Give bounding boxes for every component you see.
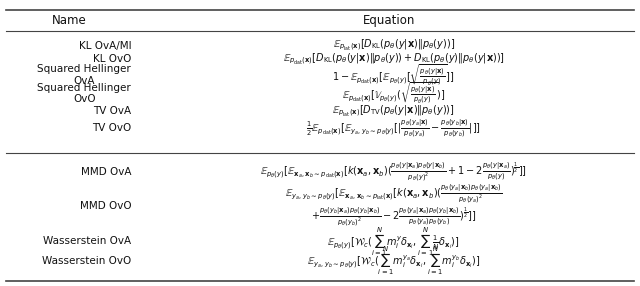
Text: Squared Hellinger
OvA: Squared Hellinger OvA [38, 64, 131, 86]
Text: Equation: Equation [363, 14, 415, 27]
Text: Name: Name [51, 14, 86, 27]
Text: $\mathbb{E}_{p_{\mathrm{lat}}(\mathbf{x})}[D_{\mathrm{KL}}(p_\theta(y|\mathbf{x}: $\mathbb{E}_{p_{\mathrm{lat}}(\mathbf{x}… [333, 38, 454, 53]
Text: $+\frac{p_\theta(y_b|\mathbf{x}_a)p_\theta(y_b|\mathbf{x}_b)}{p_\theta(y_b)^2} -: $+\frac{p_\theta(y_b|\mathbf{x}_a)p_\the… [310, 206, 477, 229]
Text: $\mathbb{E}_{p_\theta(y)}[\mathcal{W}_c(\sum_{i=1}^{N} m_i^y \delta_{\mathbf{x}_: $\mathbb{E}_{p_\theta(y)}[\mathcal{W}_c(… [327, 225, 460, 257]
Text: $\mathbb{E}_{y_a,y_b\sim p_\theta(y)}[\mathcal{W}_c(\sum_{i=1}^{N} m_i^{y_a} \de: $\mathbb{E}_{y_a,y_b\sim p_\theta(y)}[\m… [307, 245, 481, 277]
Text: KL OvA/MI: KL OvA/MI [79, 41, 131, 51]
Text: $1 - \mathbb{E}_{p_{\mathrm{dat}}(\mathbf{x})}[\mathbb{E}_{p_\theta(y)}[\sqrt{\f: $1 - \mathbb{E}_{p_{\mathrm{dat}}(\mathb… [332, 63, 455, 88]
Text: MMD OvA: MMD OvA [81, 167, 131, 177]
Text: TV OvO: TV OvO [92, 123, 131, 133]
Text: TV OvA: TV OvA [93, 106, 131, 116]
Text: $\frac{1}{2}\mathbb{E}_{p_{\mathrm{dat}}(\mathbf{x})}[\mathbb{E}_{y_a,y_b\sim p_: $\frac{1}{2}\mathbb{E}_{p_{\mathrm{dat}}… [306, 117, 481, 139]
Text: $\mathbb{E}_{p_\theta(y)}[\mathbb{E}_{\mathbf{x}_a,\mathbf{x}_b\sim p_{\mathrm{d: $\mathbb{E}_{p_\theta(y)}[\mathbb{E}_{\m… [260, 160, 527, 184]
Text: MMD OvO: MMD OvO [79, 202, 131, 211]
Text: Squared Hellinger
OvO: Squared Hellinger OvO [38, 83, 131, 104]
Text: Wasserstein OvA: Wasserstein OvA [43, 236, 131, 246]
Text: $\mathbb{E}_{p_{\mathrm{dat}}(\mathbf{x})}[\mathbb{V}_{p_\theta(y)}(\sqrt{\frac{: $\mathbb{E}_{p_{\mathrm{dat}}(\mathbf{x}… [342, 81, 445, 106]
Text: Wasserstein OvO: Wasserstein OvO [42, 256, 131, 266]
Text: $\mathbb{E}_{p_{\mathrm{dat}}(\mathbf{x})}[D_{\mathrm{KL}}(p_\theta(y|\mathbf{x}: $\mathbb{E}_{p_{\mathrm{dat}}(\mathbf{x}… [283, 51, 504, 67]
Text: $\mathbb{E}_{y_a,y_b\sim p_\theta(y)}[\mathbb{E}_{\mathbf{x}_a,\mathbf{x}_b\sim : $\mathbb{E}_{y_a,y_b\sim p_\theta(y)}[\m… [285, 183, 502, 206]
Text: $\mathbb{E}_{p_{\mathrm{lat}}(\mathbf{x})}[D_{\mathrm{TV}}(p_\theta(y|\mathbf{x}: $\mathbb{E}_{p_{\mathrm{lat}}(\mathbf{x}… [332, 103, 455, 119]
Text: KL OvO: KL OvO [93, 54, 131, 64]
